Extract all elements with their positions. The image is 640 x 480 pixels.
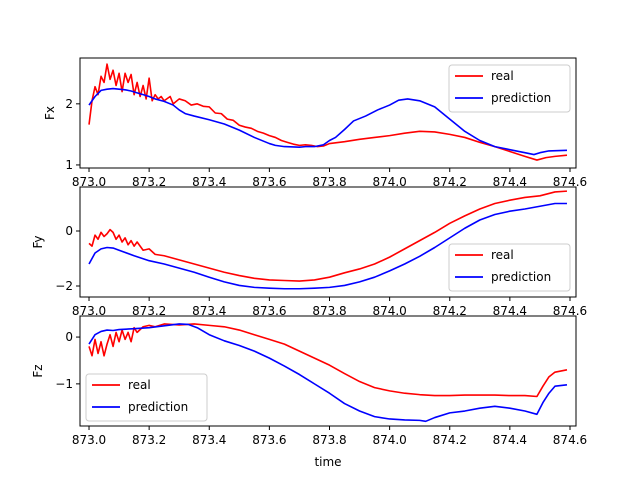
subplot-fy: 873.0 873.2 873.4 873.6 873.8 874.0 874.2 874.4… bbox=[31, 186, 587, 318]
x-tick-label: 873.4 bbox=[192, 304, 226, 318]
x-tick-label: 874.4 bbox=[493, 433, 527, 447]
x-tick-label: 874.6 bbox=[553, 175, 587, 189]
legend-label: prediction bbox=[491, 270, 551, 284]
x-tick-label: 873.0 bbox=[72, 175, 106, 189]
y-tick-label: 1 bbox=[65, 158, 73, 172]
legend-label: real bbox=[491, 248, 514, 262]
series-line-prediction bbox=[88, 202, 567, 290]
y-tick-label: 0 bbox=[65, 224, 73, 238]
x-tick-label: 874.0 bbox=[372, 304, 406, 318]
y-axis-label: Fy bbox=[31, 236, 45, 249]
x-tick-label: 873.6 bbox=[252, 433, 286, 447]
x-tick-label: 873.8 bbox=[312, 304, 346, 318]
legend-label: real bbox=[491, 69, 514, 83]
legend-label: prediction bbox=[491, 91, 551, 105]
x-tick-label: 874.0 bbox=[372, 175, 406, 189]
y-axis-label: Fz bbox=[31, 364, 45, 377]
x-tick-label: 874.6 bbox=[553, 304, 587, 318]
series-lines bbox=[88, 323, 568, 423]
y-tick-label: −1 bbox=[55, 377, 73, 391]
legend: real prediction bbox=[85, 373, 208, 422]
x-tick-label: 874.4 bbox=[493, 304, 527, 318]
x-tick-label: 873.2 bbox=[132, 304, 166, 318]
x-tick-label: 874.6 bbox=[553, 433, 587, 447]
subplot-fz: 873.0 873.2 873.4 873.6 873.8 874.0 874.2 874.4… bbox=[31, 315, 587, 469]
series-lines bbox=[88, 63, 568, 161]
x-tick-label: 873.6 bbox=[252, 304, 286, 318]
series-line-real bbox=[88, 63, 568, 161]
axes-frame bbox=[79, 315, 577, 427]
legend: real prediction bbox=[448, 243, 571, 292]
series-line-real bbox=[88, 323, 568, 398]
x-tick-label: 873.8 bbox=[312, 433, 346, 447]
series-line-prediction bbox=[88, 87, 568, 156]
x-tick-label: 873.2 bbox=[132, 433, 166, 447]
y-tick-label: 0 bbox=[65, 330, 73, 344]
y-axis-label: Fx bbox=[43, 106, 57, 120]
x-tick-label: 873.4 bbox=[192, 433, 226, 447]
y-tick-label: 2 bbox=[65, 97, 73, 111]
subplot-fx: 873.0 873.2 873.4 873.6 873.8 874.0 874.2 874.4… bbox=[43, 57, 587, 189]
x-tick-label: 873.6 bbox=[252, 175, 286, 189]
x-tick-label: 874.4 bbox=[493, 175, 527, 189]
x-tick-label: 873.0 bbox=[72, 433, 106, 447]
x-tick-label: 874.2 bbox=[433, 175, 467, 189]
x-tick-label: 874.2 bbox=[433, 304, 467, 318]
series-line-prediction bbox=[88, 323, 568, 423]
x-tick-label: 873.8 bbox=[312, 175, 346, 189]
legend: real prediction bbox=[448, 64, 571, 113]
x-tick-label: 874.0 bbox=[372, 433, 406, 447]
x-tick-label: 873.0 bbox=[72, 304, 106, 318]
x-tick-label: 873.2 bbox=[132, 175, 166, 189]
series-lines bbox=[88, 190, 568, 290]
axes-frame bbox=[79, 186, 577, 298]
x-tick-label: 874.2 bbox=[433, 433, 467, 447]
axes-frame bbox=[79, 57, 577, 169]
x-tick-label: 873.4 bbox=[192, 175, 226, 189]
y-tick-label: −2 bbox=[55, 279, 73, 293]
x-axis-label: time bbox=[314, 455, 341, 469]
legend-label: real bbox=[128, 378, 151, 392]
series-line-real bbox=[88, 190, 568, 282]
legend-label: prediction bbox=[128, 400, 188, 414]
